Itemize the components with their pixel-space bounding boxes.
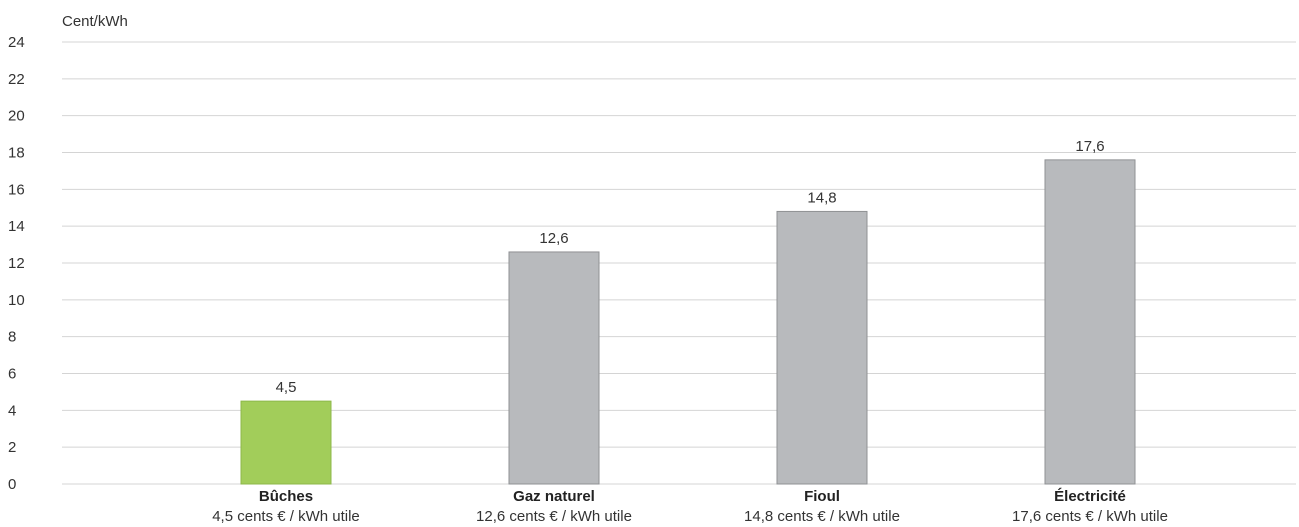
y-tick-label: 10 — [8, 292, 25, 309]
category-label: Gaz naturel — [513, 488, 595, 505]
category-sublabel: 4,5 cents € / kWh utile — [212, 508, 360, 525]
category-label: Électricité — [1054, 488, 1126, 505]
category-sublabel: 12,6 cents € / kWh utile — [476, 508, 632, 525]
bar-2 — [776, 210, 868, 485]
data-label: 17,6 — [1075, 138, 1104, 155]
y-tick-label: 14 — [8, 218, 25, 235]
category-label: Bûches — [259, 488, 313, 505]
category-sublabel: 17,6 cents € / kWh utile — [1012, 508, 1168, 525]
y-tick-label: 12 — [8, 255, 25, 272]
y-tick-label: 4 — [8, 402, 16, 419]
y-tick-label: 22 — [8, 71, 25, 88]
y-tick-label: 24 — [8, 34, 25, 51]
data-label: 12,6 — [539, 230, 568, 247]
y-tick-label: 8 — [8, 329, 16, 346]
y-tick-label: 0 — [8, 476, 16, 493]
y-tick-label: 16 — [8, 181, 25, 198]
y-axis-unit-label: Cent/kWh — [62, 13, 128, 30]
category-label: Fioul — [804, 488, 840, 505]
bar-3 — [1044, 159, 1136, 485]
bars — [240, 159, 1136, 485]
category-sublabel: 14,8 cents € / kWh utile — [744, 508, 900, 525]
data-label: 14,8 — [807, 189, 836, 206]
bar-1 — [508, 251, 600, 485]
bar-0 — [240, 400, 332, 485]
category-labels: Bûches 4,5 cents € / kWh utile Gaz naturel… — [212, 488, 1168, 525]
y-tick-label: 2 — [8, 439, 16, 456]
y-tick-label: 6 — [8, 366, 16, 383]
data-labels: 4,5 12,6 14,8 17,6 — [276, 138, 1105, 396]
data-label: 4,5 — [276, 379, 297, 396]
y-tick-label: 18 — [8, 145, 25, 162]
y-tick-label: 20 — [8, 108, 25, 125]
